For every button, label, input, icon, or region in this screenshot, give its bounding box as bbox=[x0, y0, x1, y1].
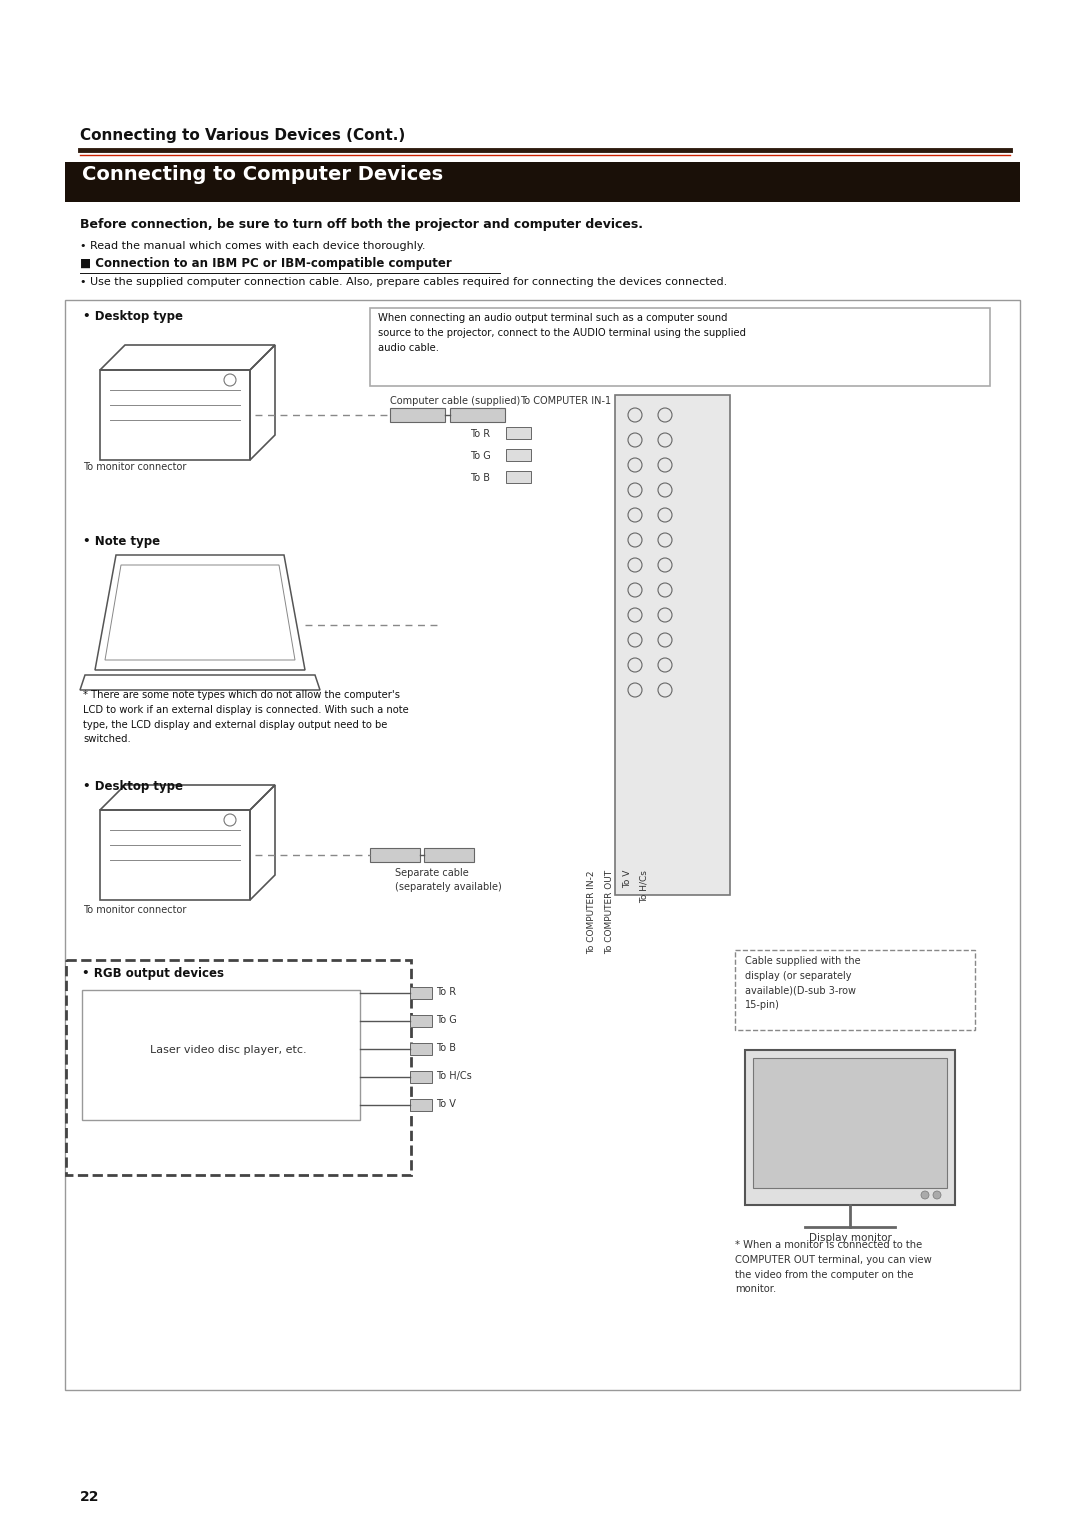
Bar bbox=[66, 960, 411, 1174]
Text: Connecting to Various Devices (Cont.): Connecting to Various Devices (Cont.) bbox=[80, 128, 405, 144]
Text: To R: To R bbox=[436, 988, 456, 997]
Text: To V: To V bbox=[436, 1099, 456, 1109]
Text: To monitor connector: To monitor connector bbox=[83, 462, 187, 472]
Bar bbox=[735, 950, 975, 1031]
Bar bbox=[424, 849, 474, 862]
Text: Laser video disc player, etc.: Laser video disc player, etc. bbox=[150, 1044, 307, 1055]
Text: * When a monitor is connected to the
COMPUTER OUT terminal, you can view
the vid: * When a monitor is connected to the COM… bbox=[735, 1240, 932, 1295]
Text: To H/Cs: To H/Cs bbox=[436, 1070, 472, 1081]
Bar bbox=[410, 1015, 432, 1027]
Text: • Desktop type: • Desktop type bbox=[83, 780, 183, 794]
Text: To COMPUTER IN-1: To COMPUTER IN-1 bbox=[519, 396, 611, 407]
Bar bbox=[370, 307, 990, 385]
Bar bbox=[370, 849, 420, 862]
Text: * There are some note types which do not allow the computer's
LCD to work if an : * There are some note types which do not… bbox=[83, 690, 408, 745]
Text: • Read the manual which comes with each device thoroughly.: • Read the manual which comes with each … bbox=[80, 242, 426, 251]
Text: • Desktop type: • Desktop type bbox=[83, 310, 183, 323]
Text: When connecting an audio output terminal such as a computer sound
source to the : When connecting an audio output terminal… bbox=[378, 313, 746, 353]
Bar bbox=[507, 471, 531, 483]
Bar bbox=[65, 300, 1020, 1390]
Text: To G: To G bbox=[436, 1015, 457, 1024]
Circle shape bbox=[921, 1191, 929, 1199]
Text: To H/Cs: To H/Cs bbox=[639, 870, 648, 904]
Bar bbox=[507, 450, 531, 462]
Bar bbox=[450, 408, 505, 422]
Text: To R: To R bbox=[470, 430, 490, 439]
Bar bbox=[82, 989, 360, 1121]
Bar bbox=[615, 394, 730, 894]
Text: • RGB output devices: • RGB output devices bbox=[82, 966, 224, 980]
Bar bbox=[753, 1058, 947, 1188]
Bar bbox=[410, 988, 432, 998]
Bar bbox=[410, 1043, 432, 1055]
Bar bbox=[410, 1070, 432, 1083]
Text: ■ Connection to an IBM PC or IBM-compatible computer: ■ Connection to an IBM PC or IBM-compati… bbox=[80, 257, 451, 271]
Bar bbox=[390, 408, 445, 422]
Text: Connecting to Computer Devices: Connecting to Computer Devices bbox=[82, 165, 443, 183]
Text: 22: 22 bbox=[80, 1489, 99, 1505]
Text: Computer cable (supplied): Computer cable (supplied) bbox=[390, 396, 521, 407]
Bar bbox=[410, 1099, 432, 1112]
Text: Cable supplied with the
display (or separately
available)(D-sub 3-row
15-pin): Cable supplied with the display (or sepa… bbox=[745, 956, 861, 1011]
Text: Before connection, be sure to turn off both the projector and computer devices.: Before connection, be sure to turn off b… bbox=[80, 219, 643, 231]
Text: Separate cable
(separately available): Separate cable (separately available) bbox=[395, 868, 502, 891]
Text: To COMPUTER IN-2: To COMPUTER IN-2 bbox=[588, 870, 596, 954]
Bar bbox=[507, 427, 531, 439]
Text: To B: To B bbox=[436, 1043, 456, 1053]
Text: Display monitor: Display monitor bbox=[809, 1232, 891, 1243]
Text: • Note type: • Note type bbox=[83, 535, 160, 547]
Bar bbox=[65, 162, 1020, 202]
Text: To monitor connector: To monitor connector bbox=[83, 905, 187, 914]
Circle shape bbox=[933, 1191, 941, 1199]
Text: To COMPUTER OUT: To COMPUTER OUT bbox=[606, 870, 615, 954]
Text: To G: To G bbox=[470, 451, 490, 462]
Bar bbox=[745, 1050, 955, 1205]
Text: To V: To V bbox=[623, 870, 633, 888]
Text: To B: To B bbox=[470, 472, 490, 483]
Text: • Use the supplied computer connection cable. Also, prepare cables required for : • Use the supplied computer connection c… bbox=[80, 277, 727, 287]
